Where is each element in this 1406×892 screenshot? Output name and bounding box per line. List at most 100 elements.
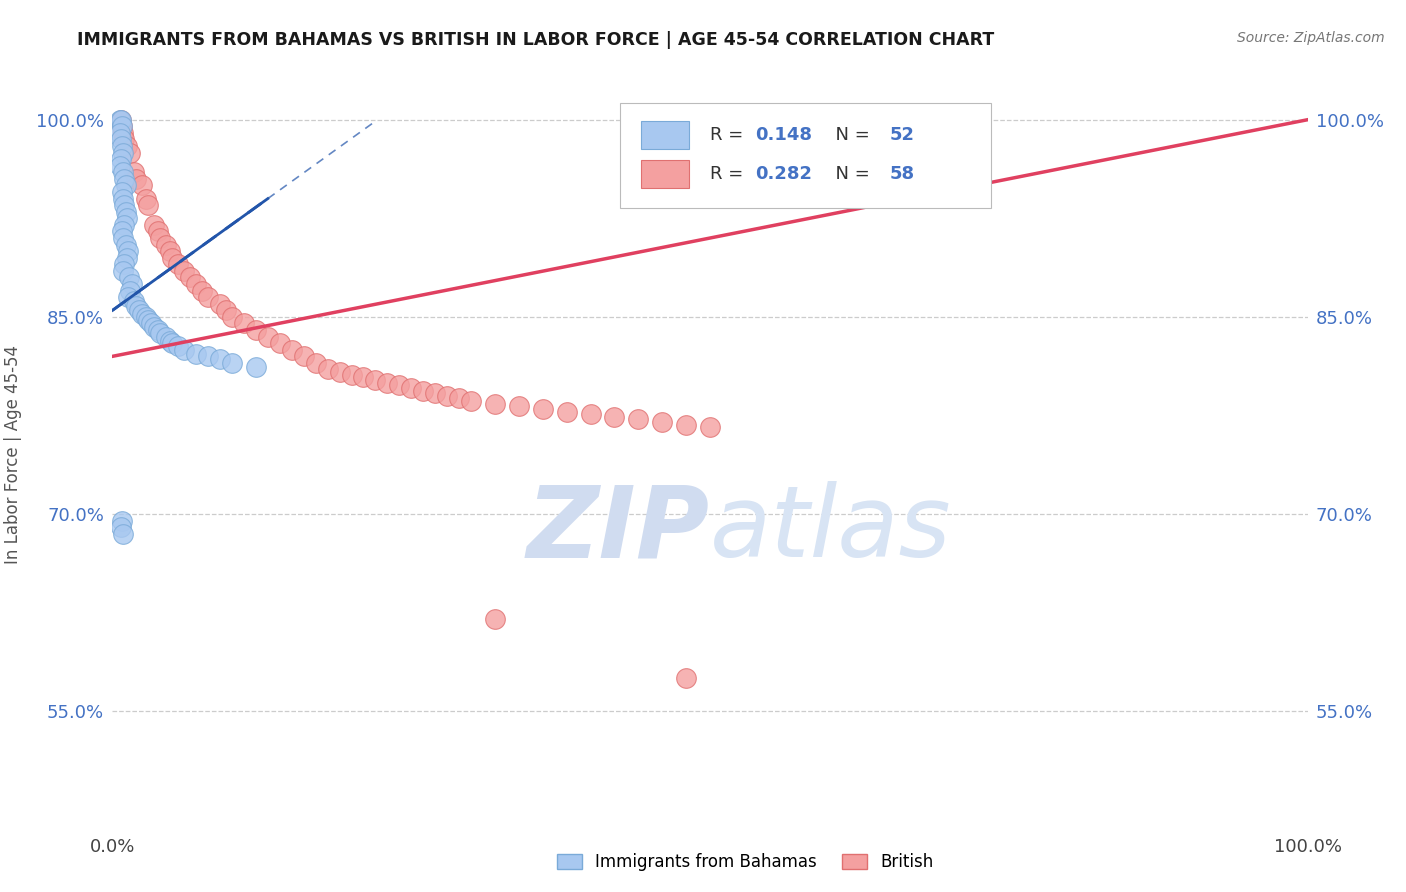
FancyBboxPatch shape [641, 160, 689, 188]
Point [110, 152, 132, 166]
Legend: Immigrants from Bahamas, British: Immigrants from Bahamas, British [548, 845, 942, 880]
Point [173, 343, 195, 357]
Point [460, 394, 482, 409]
Point [121, 277, 143, 291]
Point [221, 310, 243, 324]
Point [377, 376, 399, 390]
Point [114, 132, 135, 146]
Point [257, 329, 280, 343]
Point [114, 198, 135, 212]
Point [114, 257, 135, 271]
Point [112, 126, 135, 140]
Point [436, 389, 458, 403]
Point [110, 520, 132, 534]
Point [146, 224, 169, 238]
Point [131, 178, 153, 193]
Text: IMMIGRANTS FROM BAHAMAS VS BRITISH IN LABOR FORCE | AGE 45-54 CORRELATION CHART: IMMIGRANTS FROM BAHAMAS VS BRITISH IN LA… [77, 31, 994, 49]
FancyBboxPatch shape [641, 120, 689, 149]
Point [167, 339, 190, 353]
Point [115, 251, 138, 265]
Point [111, 120, 134, 134]
Point [114, 178, 136, 193]
Point [115, 211, 138, 226]
Point [292, 349, 315, 363]
Text: 0.148: 0.148 [755, 126, 813, 144]
Point [531, 401, 554, 416]
Point [179, 270, 201, 285]
Point [138, 312, 160, 326]
Point [131, 307, 153, 321]
Point [340, 368, 363, 382]
Text: ZIP: ZIP [527, 482, 710, 578]
Point [125, 172, 148, 186]
Point [149, 326, 172, 340]
Point [114, 204, 136, 219]
Point [508, 399, 530, 413]
Point [699, 420, 721, 434]
Point [139, 317, 162, 331]
Text: R =: R = [710, 165, 749, 183]
Point [108, 112, 131, 127]
Point [159, 334, 181, 348]
Point [110, 132, 132, 146]
Point [627, 412, 650, 426]
Point [143, 218, 166, 232]
Point [111, 139, 134, 153]
Point [128, 303, 150, 318]
Point [186, 277, 208, 291]
Point [651, 415, 673, 429]
Point [215, 303, 238, 318]
Point [245, 323, 267, 337]
Point [155, 329, 177, 343]
Point [388, 378, 411, 392]
Point [108, 159, 131, 173]
Point [412, 384, 434, 398]
Point [114, 218, 135, 232]
Point [675, 417, 697, 432]
Point [117, 290, 139, 304]
Point [120, 145, 142, 160]
Point [135, 310, 157, 324]
FancyBboxPatch shape [620, 103, 991, 208]
Point [316, 362, 339, 376]
Point [115, 139, 138, 153]
Point [112, 231, 135, 245]
Point [114, 172, 135, 186]
Text: 52: 52 [890, 126, 914, 144]
Point [143, 320, 166, 334]
Point [401, 381, 423, 395]
Point [122, 294, 145, 309]
Point [305, 356, 328, 370]
Point [159, 244, 181, 259]
Point [245, 359, 267, 374]
Point [111, 120, 134, 134]
Text: N =: N = [824, 165, 875, 183]
Point [112, 145, 135, 160]
Point [425, 386, 447, 401]
Point [364, 373, 387, 387]
Point [118, 270, 141, 285]
Point [209, 351, 232, 366]
Point [112, 264, 135, 278]
Point [111, 185, 134, 199]
Point [135, 192, 157, 206]
Text: 58: 58 [890, 165, 914, 183]
Point [352, 370, 374, 384]
Text: Source: ZipAtlas.com: Source: ZipAtlas.com [1237, 31, 1385, 45]
Point [197, 349, 219, 363]
Point [221, 356, 243, 370]
Point [191, 284, 214, 298]
Point [111, 224, 134, 238]
Point [173, 264, 195, 278]
Point [111, 514, 134, 528]
Point [484, 397, 506, 411]
Point [162, 336, 183, 351]
Point [110, 112, 132, 127]
Y-axis label: In Labor Force | Age 45-54: In Labor Force | Age 45-54 [4, 345, 22, 565]
Point [125, 299, 148, 313]
Point [329, 365, 352, 379]
Point [603, 409, 626, 424]
Point [269, 336, 291, 351]
Point [108, 126, 131, 140]
Point [149, 231, 172, 245]
